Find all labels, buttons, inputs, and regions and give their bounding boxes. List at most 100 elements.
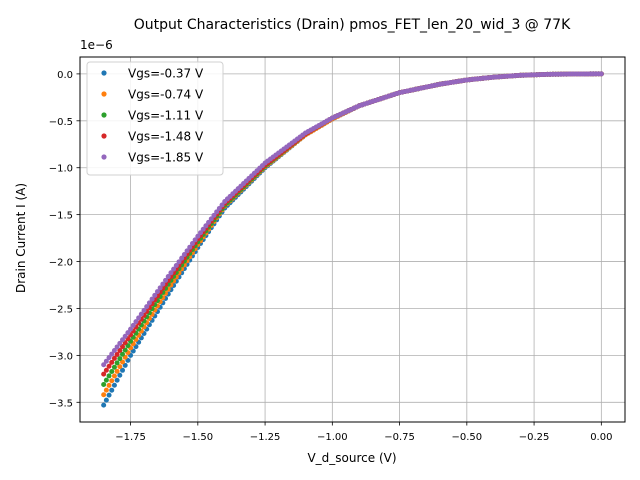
chart-title: Output Characteristics (Drain) pmos_FET_… — [134, 17, 571, 33]
y-tick-label: −2.0 — [49, 258, 73, 269]
legend-box — [86, 61, 224, 176]
data-point — [103, 387, 109, 393]
y-axis-ticks: 0.0 −0.5 −1.0 −1.5 −2.0 −2.5 −3.0 −3.5 — [49, 70, 80, 409]
x-tick-label: −1.25 — [250, 432, 281, 443]
data-point — [117, 356, 123, 362]
data-point — [125, 330, 131, 336]
data-point — [208, 216, 214, 222]
data-point — [176, 259, 182, 265]
data-point — [114, 351, 120, 357]
data-point — [141, 307, 147, 313]
data-point — [101, 362, 107, 368]
data-point — [136, 315, 142, 321]
data-point — [133, 319, 139, 325]
y-axis-offset-label: 1e−6 — [80, 38, 113, 52]
y-axis-label: Drain Current I (A) — [14, 183, 28, 293]
data-point — [184, 248, 190, 254]
x-tick-label: −1.50 — [182, 432, 213, 443]
x-axis-ticks: −1.75 −1.50 −1.25 −1.00 −0.75 −0.50 −0.25 0.00 — [115, 422, 612, 443]
x-tick-label: −1.75 — [115, 432, 146, 443]
plot-frame — [79, 56, 626, 423]
data-point — [114, 344, 120, 350]
data-point — [106, 382, 112, 388]
data-point — [111, 382, 117, 388]
data-point — [120, 359, 125, 365]
data-point — [214, 209, 220, 215]
data-point — [165, 274, 171, 280]
x-tick-label: −0.75 — [384, 432, 415, 443]
data-point — [103, 397, 109, 403]
data-point — [122, 333, 128, 339]
data-point — [109, 369, 115, 375]
data-point — [216, 205, 222, 211]
data-point — [168, 270, 174, 276]
data-point — [122, 362, 128, 368]
data-point — [144, 304, 150, 310]
data-point — [198, 230, 204, 236]
data-point — [149, 296, 155, 302]
data-point — [101, 392, 107, 398]
data-point — [111, 373, 117, 379]
data-point — [117, 348, 123, 353]
x-tick-label: −0.25 — [519, 432, 550, 443]
x-tick-label: −0.50 — [451, 432, 482, 443]
data-point — [195, 233, 201, 239]
legend-label: Vgs=-0.74 V — [128, 88, 204, 102]
data-point — [117, 364, 123, 370]
data-point — [114, 360, 120, 366]
data-point — [106, 392, 112, 398]
data-point — [120, 367, 125, 373]
data-point — [120, 337, 125, 343]
legend-marker — [101, 133, 107, 139]
data-point — [101, 371, 107, 377]
data-point — [138, 311, 144, 317]
data-point — [109, 359, 115, 365]
y-tick-label: −0.5 — [49, 117, 73, 128]
data-point — [101, 381, 107, 387]
x-axis-label: V_d_source (V) — [307, 451, 396, 465]
data-point — [219, 202, 225, 208]
data-point — [103, 367, 109, 373]
data-point — [120, 351, 125, 357]
legend-marker — [101, 112, 107, 118]
legend-marker — [101, 154, 107, 160]
data-point — [206, 219, 212, 225]
data-point — [187, 244, 193, 250]
legend-marker — [101, 70, 107, 76]
x-tick-label: −1.00 — [317, 432, 348, 443]
data-point — [117, 372, 123, 378]
legend-label: Vgs=-1.85 V — [128, 151, 204, 165]
data-point — [103, 377, 109, 383]
data-point — [171, 266, 177, 272]
data-point — [101, 402, 107, 408]
legend-marker — [101, 91, 107, 97]
data-point — [111, 355, 117, 361]
legend: Vgs=-0.37 V Vgs=-0.74 V Vgs=-1.11 V Vgs=-1.… — [86, 61, 224, 176]
data-point — [179, 255, 185, 261]
data-point — [192, 237, 198, 243]
data-point — [200, 226, 206, 232]
data-point — [189, 241, 195, 247]
data-point — [598, 71, 604, 77]
series-4-points — [101, 71, 604, 368]
data-point — [106, 355, 112, 361]
data-point — [211, 212, 217, 218]
data-point — [114, 368, 120, 374]
data-point — [157, 285, 163, 291]
data-point — [103, 358, 109, 364]
legend-label: Vgs=-1.11 V — [128, 109, 204, 123]
data-point — [106, 363, 112, 369]
data-point — [154, 289, 160, 295]
data-point — [160, 281, 166, 287]
data-point — [109, 387, 115, 393]
x-tick-label: 0.00 — [590, 432, 612, 443]
data-point — [203, 223, 209, 229]
legend-label: Vgs=-0.37 V — [128, 67, 204, 81]
data-point — [122, 347, 128, 353]
data-point — [173, 262, 179, 268]
data-point — [109, 378, 115, 384]
y-tick-label: −1.0 — [49, 164, 73, 175]
data-point — [128, 326, 134, 332]
y-tick-label: −1.5 — [49, 211, 73, 222]
